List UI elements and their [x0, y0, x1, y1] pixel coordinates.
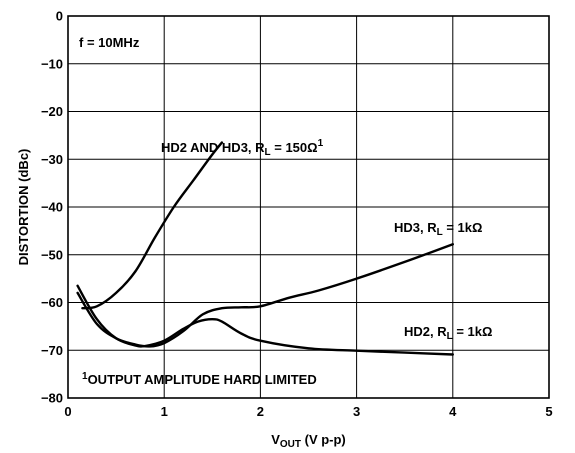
plot-frame — [67, 15, 550, 399]
series-hd2-and-hd3-150ohm — [81, 141, 224, 310]
y-tick-label: −10 — [41, 56, 63, 71]
y-tick-label: −60 — [41, 295, 63, 310]
series-hd2-1kohm — [76, 284, 454, 356]
frequency-annotation: f = 10MHz — [79, 35, 140, 50]
y-tick-label: −70 — [41, 343, 63, 358]
y-tick-label: 0 — [56, 9, 63, 24]
x-axis-label: VOUT (V p-p) — [271, 432, 346, 450]
series-lines — [76, 141, 454, 356]
y-tick-label: −40 — [41, 200, 63, 215]
x-tick-label: 5 — [545, 404, 552, 419]
x-tick-label: 3 — [353, 404, 360, 419]
x-tick-labels: 0 1 2 3 4 5 — [64, 404, 552, 419]
label-hd2-and-hd3-150ohm: HD2 AND HD3, RL = 150Ω1 — [161, 138, 324, 158]
y-axis-label: DISTORTION (dBc) — [16, 149, 31, 266]
x-tick-label: 4 — [449, 404, 457, 419]
y-tick-labels: 0 −10 −20 −30 −40 −50 −60 −70 −80 — [41, 9, 63, 406]
y-tick-label: −50 — [41, 247, 63, 262]
label-hd2-1kohm: HD2, RL = 1kΩ — [404, 324, 492, 342]
y-tick-label: −20 — [41, 104, 63, 119]
footnote: 1OUTPUT AMPLITUDE HARD LIMITED — [82, 371, 317, 387]
x-tick-label: 2 — [257, 404, 264, 419]
x-tick-label: 1 — [161, 404, 168, 419]
y-tick-label: −80 — [41, 391, 63, 406]
grid — [68, 16, 549, 398]
label-hd3-1kohm: HD3, RL = 1kΩ — [394, 220, 482, 238]
y-tick-label: −30 — [41, 152, 63, 167]
series-hd3-1kohm — [76, 243, 454, 348]
x-tick-label: 0 — [64, 404, 71, 419]
